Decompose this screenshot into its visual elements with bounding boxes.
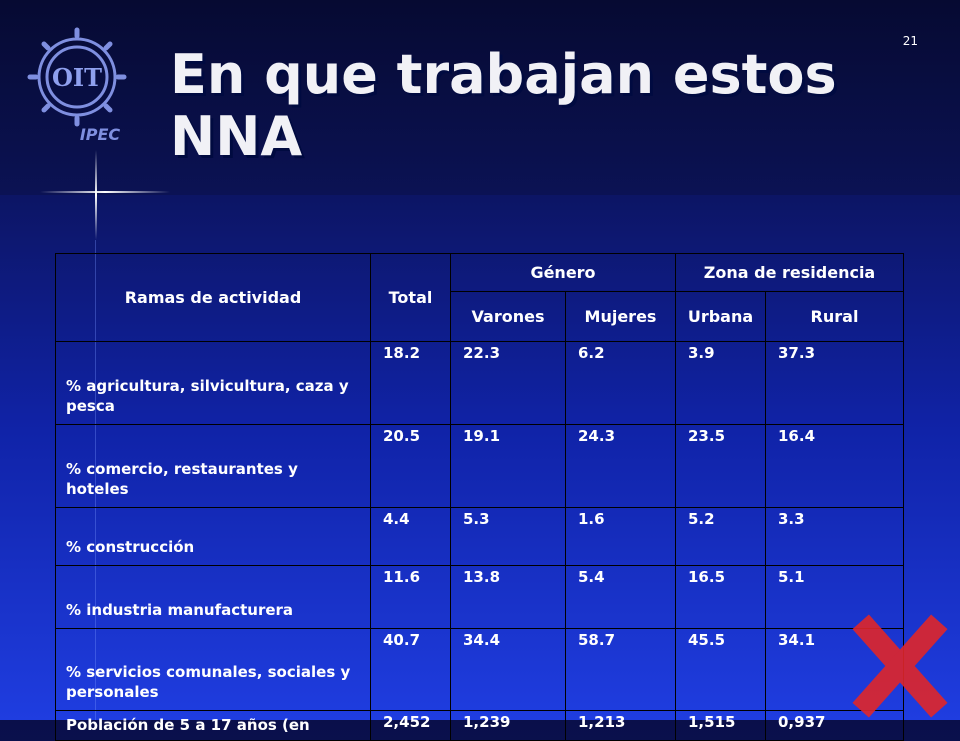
table-row: % agricultura, silvicultura, caza y pesc…: [55, 341, 904, 425]
header-varones: Varones: [450, 291, 566, 342]
title-band: [0, 0, 960, 195]
rama-label: % construcción: [55, 507, 371, 566]
varones-value: 1,239: [450, 710, 566, 741]
total-value: 2,452: [370, 710, 451, 741]
varones-value: 34.4: [450, 628, 566, 711]
rural-value: 37.3: [765, 341, 904, 425]
total-value: 4.4: [370, 507, 451, 566]
mujeres-value: 6.2: [565, 341, 676, 425]
varones-value: 13.8: [450, 565, 566, 629]
slide-title: En que trabajan estos NNA: [170, 44, 910, 168]
urbana-value: 3.9: [675, 341, 766, 425]
header-total: Total: [370, 253, 451, 342]
rama-label: % agricultura, silvicultura, caza y pesc…: [55, 341, 371, 425]
varones-value: 19.1: [450, 424, 566, 508]
mujeres-value: 24.3: [565, 424, 676, 508]
header-urbana: Urbana: [675, 291, 766, 342]
rama-label: % servicios comunales, sociales y person…: [55, 628, 371, 711]
varones-value: 22.3: [450, 341, 566, 425]
mujeres-value: 1.6: [565, 507, 676, 566]
title-line-1: En que trabajan estos: [170, 43, 837, 106]
table-row: % industria manufacturera 11.6 13.8 5.4 …: [55, 565, 904, 629]
table-row: Población de 5 a 17 años (en 2,452 1,239…: [55, 710, 904, 741]
red-x-stamp-icon: [852, 614, 948, 718]
urbana-value: 45.5: [675, 628, 766, 711]
urbana-value: 16.5: [675, 565, 766, 629]
total-value: 40.7: [370, 628, 451, 711]
header-genero: Género: [450, 253, 676, 292]
total-value: 18.2: [370, 341, 451, 425]
table-row: % comercio, restaurantes y hoteles 20.5 …: [55, 424, 904, 508]
varones-value: 5.3: [450, 507, 566, 566]
rural-value: 16.4: [765, 424, 904, 508]
sparkle-horizontal: [40, 191, 170, 193]
header-rama: Ramas de actividad: [55, 253, 371, 342]
header-rural: Rural: [765, 291, 904, 342]
urbana-value: 23.5: [675, 424, 766, 508]
logo-ipec-text: IPEC: [80, 125, 121, 142]
header-zona: Zona de residencia: [675, 253, 904, 292]
oit-ipec-logo: OIT IPEC: [27, 27, 127, 142]
rama-label: % industria manufacturera: [55, 565, 371, 629]
activity-table: Ramas de actividad Total Género Zona de …: [55, 253, 904, 741]
table-header-row: Ramas de actividad Total Género Zona de …: [55, 253, 904, 342]
header-mujeres: Mujeres: [565, 291, 676, 342]
urbana-value: 1,515: [675, 710, 766, 741]
table-row: % construcción 4.4 5.3 1.6 5.2 3.3: [55, 507, 904, 566]
rural-value: 5.1: [765, 565, 904, 629]
rural-value: 3.3: [765, 507, 904, 566]
logo-oit-text: OIT: [52, 63, 102, 92]
urbana-value: 5.2: [675, 507, 766, 566]
slide-number: 21: [902, 34, 918, 48]
rama-label: Población de 5 a 17 años (en: [55, 710, 371, 741]
total-value: 11.6: [370, 565, 451, 629]
mujeres-value: 58.7: [565, 628, 676, 711]
table-row: % servicios comunales, sociales y person…: [55, 628, 904, 711]
total-value: 20.5: [370, 424, 451, 508]
mujeres-value: 1,213: [565, 710, 676, 741]
sparkle-vertical: [95, 150, 97, 240]
rama-label: % comercio, restaurantes y hoteles: [55, 424, 371, 508]
title-line-2: NNA: [170, 105, 303, 168]
mujeres-value: 5.4: [565, 565, 676, 629]
